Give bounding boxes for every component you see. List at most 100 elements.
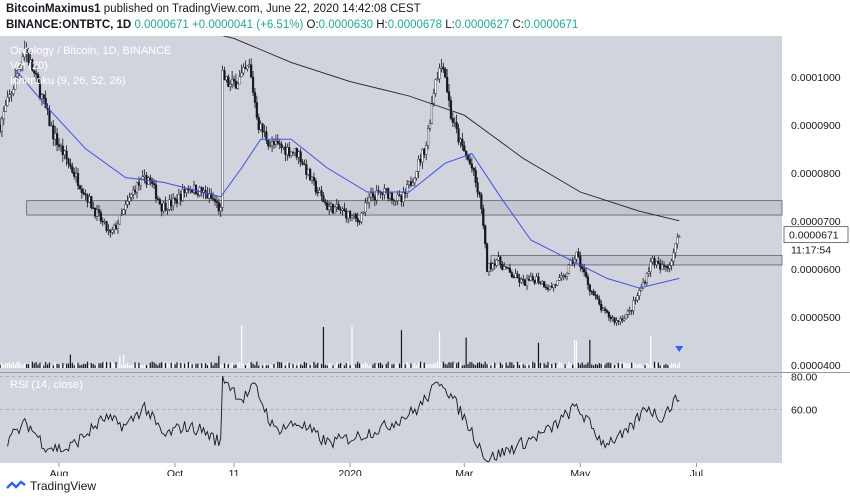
candle-body: [499, 256, 502, 265]
candle-body: [179, 194, 182, 201]
candle-body: [657, 261, 660, 264]
candle-body: [544, 287, 548, 289]
price-tick-label: 0.0000500: [791, 312, 841, 324]
candle-body: [463, 145, 466, 152]
candle-body: [438, 68, 441, 80]
price-chart[interactable]: 0.0001000 0.0000900 0.0000800 0.0000700 0.00…: [0, 36, 850, 476]
candle-body: [101, 220, 104, 223]
footer-brand-label: TradingView: [30, 479, 97, 493]
resistance-zone: [26, 200, 783, 216]
candle-body: [107, 229, 110, 231]
x-tick-label: Oct: [167, 468, 183, 476]
candle-body: [533, 279, 536, 284]
candle-body: [409, 181, 413, 186]
candle-body: [348, 211, 352, 218]
candle-body: [303, 163, 306, 166]
candle-body: [192, 184, 196, 193]
x-tick-label: Jul: [690, 468, 703, 476]
candle-body: [215, 201, 219, 203]
candle-body: [607, 312, 610, 318]
candle-body: [531, 276, 534, 281]
rsi-series: [0, 375, 782, 462]
candle-body: [185, 189, 188, 193]
candle-body: [154, 184, 158, 199]
candle-body: [27, 53, 30, 63]
candle-body: [272, 141, 276, 145]
open-label: O:: [306, 19, 319, 31]
candle-body: [103, 221, 106, 223]
candle-body: [668, 265, 671, 269]
candle-body: [428, 123, 432, 129]
candle-body: [388, 192, 392, 199]
candle-body: [36, 74, 40, 83]
candle-body: [371, 192, 375, 197]
candle-body: [335, 204, 338, 208]
slow-ma-line: [222, 36, 680, 222]
candle-body: [554, 284, 557, 286]
candle-body: [126, 201, 129, 205]
candle-body: [196, 193, 199, 196]
candle-body: [609, 316, 612, 319]
candle-body: [59, 145, 62, 147]
candle-body: [619, 318, 622, 322]
candle-body: [290, 151, 293, 156]
footer-brand[interactable]: TradingView: [6, 479, 96, 493]
candle-body: [350, 215, 354, 218]
candle-body: [434, 79, 437, 94]
rsi-tick-label: 60.00: [791, 405, 817, 417]
candle-body: [381, 192, 384, 195]
candle-body: [0, 124, 2, 132]
candle-body: [613, 317, 616, 323]
last-price: 0.0000671: [134, 19, 189, 31]
x-tick-label: 11: [229, 468, 240, 476]
candle-body: [181, 189, 184, 201]
candle-body: [153, 183, 156, 186]
price-tick-label: 0.0000400: [791, 360, 841, 372]
axes: 0.0001000 0.0000900 0.0000800 0.0000700 0.00…: [50, 72, 849, 476]
candle-body: [95, 209, 99, 217]
candle-body: [206, 193, 209, 199]
candle-body: [251, 76, 255, 93]
candle-body: [472, 167, 475, 171]
candle-body: [309, 168, 312, 181]
candle-body: [421, 149, 424, 163]
candle-body: [236, 83, 239, 89]
candle-body: [67, 158, 70, 165]
candle-body: [255, 102, 258, 118]
candle-body: [158, 199, 161, 205]
candle-body: [400, 196, 403, 203]
candle-body: [506, 267, 510, 269]
candle-body: [649, 261, 652, 272]
candle-body: [173, 198, 177, 200]
tradingview-logo-icon: [6, 480, 26, 489]
candle-body: [622, 318, 626, 321]
author-name[interactable]: BitcoinMaximus1: [6, 3, 101, 15]
candle-body: [577, 251, 580, 257]
candle-body: [485, 243, 489, 272]
candle-body: [672, 252, 675, 262]
candle-body: [314, 180, 317, 193]
candle-body: [501, 264, 504, 270]
candle-body: [449, 100, 453, 119]
candle-body: [590, 291, 593, 293]
candle-body: [6, 96, 9, 106]
candle-body: [276, 140, 279, 144]
candle-body: [109, 229, 112, 233]
candle-body: [320, 190, 323, 196]
candle-body: [362, 211, 365, 214]
candle-body: [466, 155, 470, 160]
candle-body: [455, 122, 458, 129]
candle-body: [666, 266, 669, 269]
candle-body: [122, 209, 125, 215]
candle-body: [676, 237, 679, 245]
candle-body: [375, 190, 378, 201]
candle-body: [373, 196, 376, 201]
rsi-pane[interactable]: [0, 373, 782, 463]
candle-body: [440, 66, 443, 69]
candle-body: [581, 266, 584, 270]
candle-body: [270, 141, 274, 146]
candle-body: [86, 194, 89, 203]
candle-body: [621, 318, 624, 321]
candle-body: [413, 177, 416, 184]
candle-body: [427, 128, 430, 146]
